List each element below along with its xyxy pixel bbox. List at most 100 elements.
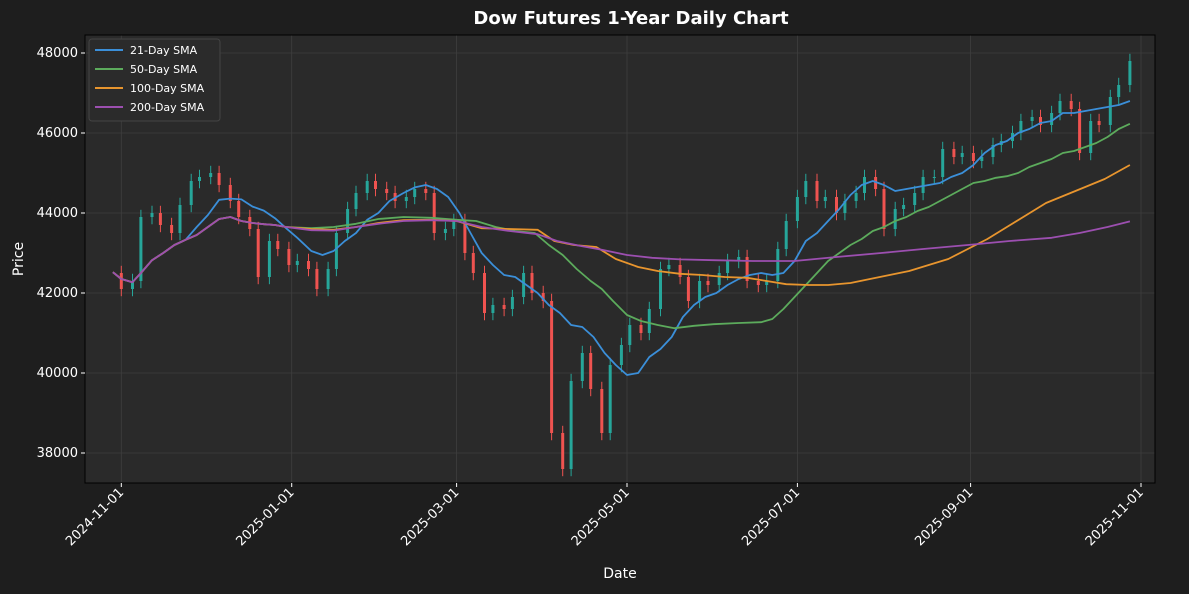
candle-body — [804, 181, 808, 197]
grid — [85, 35, 1155, 483]
candle-body — [530, 273, 534, 293]
candle-body — [267, 241, 271, 277]
candle-body — [589, 353, 593, 389]
candle-body — [550, 301, 554, 433]
candle-body — [463, 221, 467, 253]
legend-label-100: 100-Day SMA — [130, 82, 205, 95]
plot-frame — [84, 34, 1156, 484]
y-tick-label: 42000 — [37, 286, 78, 301]
candle-body — [404, 197, 408, 201]
candle-body — [756, 281, 760, 285]
legend-label-50: 50-Day SMA — [130, 63, 198, 76]
candle-body — [158, 213, 162, 225]
candle-body — [686, 277, 690, 301]
candle-body — [502, 305, 506, 309]
candle-body — [452, 221, 456, 229]
candle-body — [960, 153, 964, 157]
candle-body — [902, 205, 906, 209]
candle-body — [980, 157, 984, 161]
y-tick-label: 38000 — [37, 446, 78, 461]
y-tick-label: 40000 — [37, 366, 78, 381]
candle-body — [483, 273, 486, 313]
candle-body — [765, 281, 769, 285]
chart-title: Dow Futures 1-Year Daily Chart — [473, 8, 789, 29]
candle-body — [119, 273, 123, 289]
candle-body — [854, 193, 858, 201]
candle-body — [237, 201, 241, 217]
candle-body — [522, 273, 526, 297]
candle-body — [823, 197, 827, 201]
candle-body — [131, 281, 134, 289]
candle-body — [491, 305, 495, 313]
legend: 21-Day SMA 50-Day SMA 100-Day SMA 200-Da… — [88, 38, 221, 122]
candle-body — [795, 197, 799, 221]
candle-body — [1069, 101, 1073, 109]
candle-body — [776, 249, 780, 281]
candle-body — [1097, 121, 1101, 125]
candle-body — [139, 217, 143, 281]
sma-lines — [112, 100, 1131, 376]
legend-label-200: 200-Day SMA — [130, 101, 205, 114]
candle-body — [717, 273, 721, 285]
candle-body — [295, 261, 299, 265]
candle-body — [698, 281, 702, 301]
candle-body — [276, 241, 280, 249]
candle-body — [1108, 97, 1112, 125]
candle-body — [1039, 117, 1042, 125]
legend-label-21: 21-Day SMA — [130, 44, 198, 57]
candle-body — [315, 269, 319, 289]
x-axis-label: Date — [603, 566, 636, 582]
candle-body — [737, 257, 741, 261]
candle-body — [541, 293, 545, 301]
candle-body — [413, 189, 417, 197]
candle-body — [365, 181, 369, 193]
candle-body — [256, 229, 260, 277]
y-tick-label: 46000 — [37, 126, 78, 141]
candle-body — [882, 189, 886, 229]
candle-body — [346, 209, 350, 233]
candle-body — [217, 173, 221, 185]
candle-body — [580, 353, 584, 381]
sma-line-0 — [112, 100, 1131, 376]
candle-body — [1078, 109, 1082, 153]
candle-body — [209, 173, 213, 177]
candle-body — [843, 201, 847, 213]
candle-body — [424, 189, 428, 193]
candle-body — [334, 233, 338, 269]
candle-body — [678, 265, 682, 277]
candle-body — [745, 257, 749, 281]
candle-body — [941, 149, 945, 177]
candle-body — [354, 193, 358, 209]
candle-body — [170, 225, 174, 233]
candle-body — [228, 185, 232, 201]
candle-body — [639, 325, 643, 333]
candle-body — [893, 209, 897, 229]
sma-line-3 — [112, 216, 1131, 284]
candle-body — [706, 281, 710, 285]
y-axis: 38000 40000 42000 44000 46000 48000 — [37, 46, 85, 461]
candle-body — [863, 177, 866, 193]
candle-body — [1117, 85, 1121, 97]
candle-body — [287, 249, 291, 265]
legend-box — [88, 38, 221, 122]
candle-body — [374, 181, 377, 189]
candle-body — [628, 325, 632, 345]
candle-body — [913, 193, 917, 205]
candle-body — [307, 261, 310, 269]
candle-body — [835, 197, 838, 213]
candle-body — [1058, 101, 1062, 113]
candle-body — [189, 181, 193, 205]
candle-body — [874, 177, 878, 189]
candle-body — [569, 381, 573, 469]
y-tick-label: 48000 — [37, 46, 78, 61]
candle-body — [443, 229, 447, 233]
candle-body — [921, 177, 925, 193]
candle-body — [385, 189, 389, 193]
candle-body — [510, 297, 514, 309]
candle-body — [952, 149, 956, 157]
candle-body — [471, 253, 475, 273]
candle-body — [178, 205, 182, 233]
candle-body — [619, 345, 623, 365]
